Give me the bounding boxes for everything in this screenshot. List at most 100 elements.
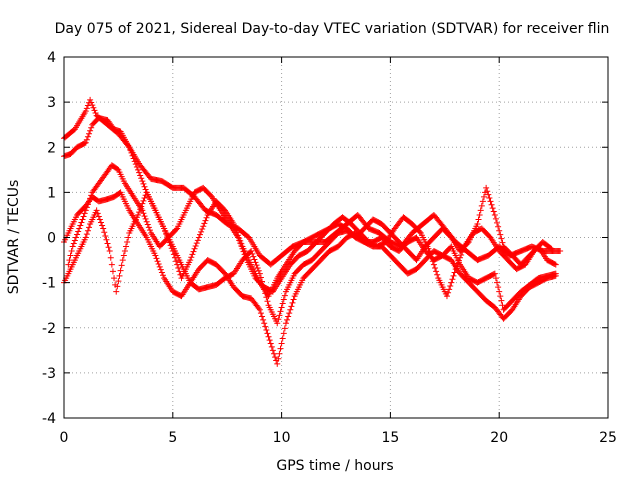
data-point	[489, 205, 496, 212]
data-point	[173, 226, 180, 233]
data-point	[136, 209, 143, 216]
x-tick-label: 20	[490, 430, 508, 446]
data-point	[486, 195, 493, 202]
data-point	[278, 304, 285, 311]
data-point	[113, 288, 120, 295]
data-point	[277, 345, 284, 352]
data-point	[430, 261, 437, 268]
data-point	[498, 297, 505, 304]
data-point	[497, 231, 504, 238]
data-point	[284, 316, 291, 323]
data-point	[67, 252, 74, 259]
data-point	[239, 245, 246, 252]
data-point	[170, 251, 177, 258]
data-point	[250, 253, 257, 260]
data-point	[77, 222, 84, 229]
data-point	[127, 147, 134, 154]
data-point	[492, 275, 499, 282]
data-point	[76, 225, 83, 232]
data-point	[86, 198, 93, 205]
data-point	[82, 139, 89, 146]
y-tick-label: 4	[47, 50, 56, 66]
data-point	[254, 264, 261, 271]
x-axis-label: GPS time / hours	[276, 458, 393, 474]
y-tick-label: 0	[47, 231, 56, 247]
data-point	[81, 140, 88, 147]
data-point	[278, 340, 285, 347]
data-point	[140, 197, 147, 204]
y-tick-label: -1	[42, 276, 56, 292]
data-point	[496, 227, 503, 234]
data-point	[253, 262, 260, 269]
chart-title: Day 075 of 2021, Sidereal Day-to-day VTE…	[55, 21, 610, 37]
data-point	[96, 216, 103, 223]
data-point	[93, 207, 100, 214]
data-point	[255, 267, 262, 274]
data-point	[287, 306, 294, 313]
data-point	[120, 252, 127, 259]
data-point	[277, 308, 284, 315]
data-point	[87, 195, 94, 202]
data-point	[82, 108, 89, 115]
data-point	[478, 202, 485, 209]
data-point	[95, 213, 102, 220]
data-point	[175, 264, 182, 271]
data-point	[499, 239, 506, 246]
data-point	[161, 225, 168, 232]
y-tick-label: 3	[47, 95, 56, 111]
data-point	[202, 217, 209, 224]
data-point	[137, 172, 144, 179]
data-point	[109, 268, 116, 275]
data-point	[83, 105, 90, 112]
data-point	[138, 175, 145, 182]
data-point	[152, 252, 159, 259]
data-point	[269, 347, 276, 354]
data-point	[139, 207, 146, 214]
data-point	[274, 320, 281, 327]
data-point	[107, 254, 114, 261]
data-point	[86, 224, 93, 231]
data-point	[290, 296, 297, 303]
y-tick-label: -4	[42, 411, 56, 427]
data-point	[162, 228, 169, 235]
data-point	[143, 218, 150, 225]
series-track-3	[61, 189, 559, 367]
data-point	[484, 188, 491, 195]
data-point	[279, 300, 286, 307]
data-point	[285, 313, 292, 320]
data-point	[87, 127, 94, 134]
axis-ticks: 0 5 10 15 20 25 -4 -3 -2 -1 0 1 2 3 4	[42, 50, 617, 446]
data-point	[124, 239, 131, 246]
data-point	[270, 350, 277, 357]
data-point	[276, 312, 283, 319]
data-point	[158, 269, 165, 276]
data-point	[190, 248, 197, 255]
data-point	[203, 214, 210, 221]
series-track-1	[61, 96, 564, 268]
data-point	[487, 198, 494, 205]
data-point	[75, 228, 82, 235]
data-point	[276, 350, 283, 357]
data-point	[66, 257, 73, 264]
data-point	[100, 225, 107, 232]
data-point	[257, 310, 264, 317]
data-point	[497, 293, 504, 300]
data-point	[256, 306, 263, 313]
data-point	[477, 207, 484, 214]
data-point	[139, 178, 146, 185]
data-point	[280, 330, 287, 337]
data-point	[119, 257, 126, 264]
data-point	[492, 215, 499, 222]
y-tick-label: 1	[47, 185, 56, 201]
data-point	[259, 313, 266, 320]
data-point	[548, 245, 555, 252]
data-point	[102, 232, 109, 239]
data-point	[268, 343, 275, 350]
data-point	[115, 278, 122, 285]
data-point	[140, 210, 147, 217]
data-point	[242, 254, 249, 261]
data-point	[97, 219, 104, 226]
data-point	[459, 249, 466, 256]
data-point	[91, 107, 98, 114]
